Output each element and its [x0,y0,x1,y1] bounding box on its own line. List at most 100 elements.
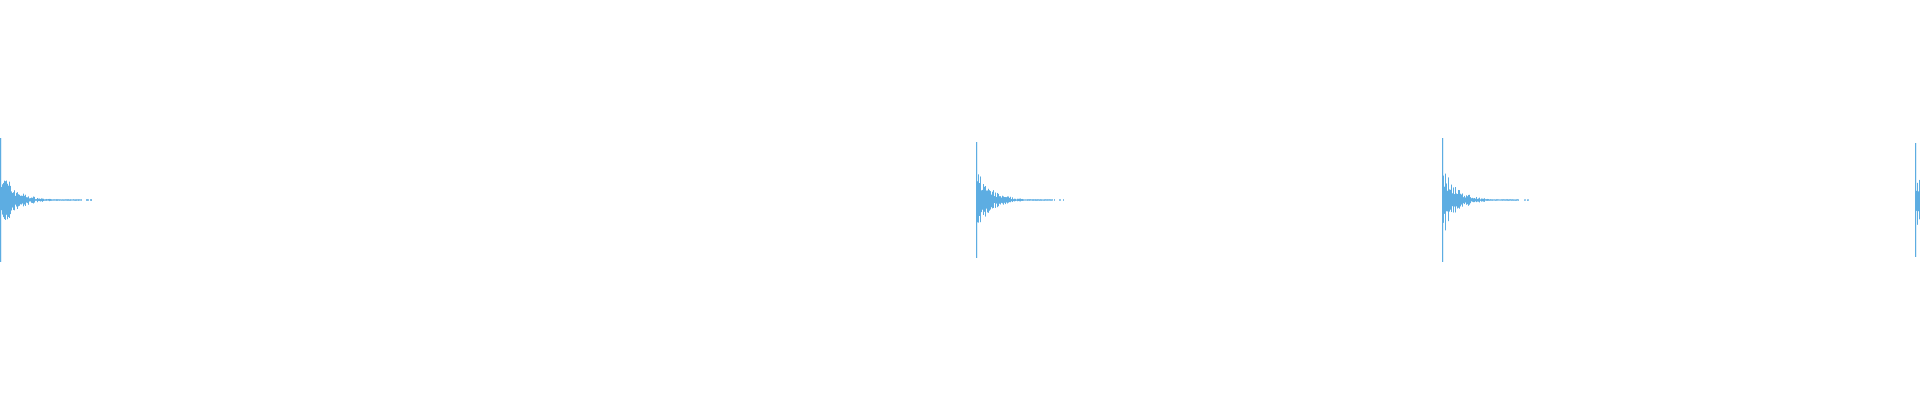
waveform-sample [991,194,992,208]
waveform-sample [1467,196,1468,205]
waveform-sample [87,199,88,201]
waveform-sample [41,198,42,202]
waveform-sample [36,199,37,201]
waveform-sample [1501,199,1502,201]
waveform-sample [1454,194,1455,207]
waveform-sample [52,199,53,201]
waveform-sample [1477,198,1478,202]
waveform-sample [42,198,43,202]
waveform-sample [984,186,985,212]
waveform-sample [69,199,70,201]
waveform-sample [1013,199,1014,202]
waveform-sample [1040,199,1041,201]
waveform-sample [997,192,998,208]
waveform-sample [1455,187,1456,213]
waveform-sample [1444,186,1445,214]
waveform-sample [1031,199,1032,201]
waveform-sample [1524,199,1525,201]
waveform-sample [1473,198,1474,203]
waveform-sample [17,192,18,210]
waveform-sample [26,197,27,203]
waveform-sample [18,194,19,207]
waveform-sample [71,199,72,201]
waveform-sample [31,197,32,203]
waveform-sample [34,196,35,203]
waveform-sample [46,198,47,201]
waveform-sample [33,196,34,204]
waveform-sample [1060,199,1061,201]
waveform-sample [1509,199,1510,201]
waveform-onset-spike [0,138,2,262]
waveform-sample [27,197,28,204]
waveform-sample [1448,177,1449,222]
waveform-sample [61,199,62,201]
waveform-sample [1465,197,1466,203]
waveform-sample [1508,199,1509,201]
waveform-sample [1017,198,1018,202]
waveform-sample [1503,199,1504,201]
waveform-sample [1447,190,1448,212]
waveform-sample [1505,199,1506,201]
waveform-sample [86,199,87,201]
waveform-sample [73,199,74,201]
waveform-sample [1059,199,1060,201]
waveform-sample [1461,194,1462,205]
waveform-sample [1458,189,1459,208]
waveform-sample [1014,198,1015,202]
waveform-sample [1001,197,1002,203]
waveform-sample [19,194,20,206]
waveform-sample [1008,196,1009,203]
waveform-sample [77,199,78,201]
waveform-sample [1484,198,1485,202]
waveform-sample [6,180,7,215]
waveform-sample [11,191,12,211]
waveform-sample [1029,199,1030,201]
waveform-sample [1466,195,1467,205]
waveform-sample [7,183,8,220]
waveform-sample [1063,199,1064,201]
waveform-sample [990,191,991,210]
waveform-sample [1033,199,1034,201]
waveform-sample [1038,199,1039,201]
waveform-sample [982,189,983,210]
waveform-sample [74,199,75,201]
waveform-sample [1511,199,1512,201]
waveform-sample [60,199,61,201]
waveform-sample [13,192,14,210]
waveform-sample [79,199,80,201]
waveform-sample [1009,197,1010,203]
waveform-sample [62,199,63,201]
waveform-sample [40,198,41,202]
waveform-sample [1003,196,1004,205]
waveform-burst [1915,143,1920,257]
waveform-sample [32,197,33,203]
waveform-sample [45,199,46,201]
waveform-sample [90,199,91,201]
waveform-sample [1005,197,1006,205]
waveform-sample [1476,196,1477,203]
waveform-sample [1035,199,1036,201]
waveform-sample [1462,193,1463,207]
waveform-sample [29,198,30,202]
waveform-burst [1442,138,1529,262]
waveform-sample [1443,175,1444,223]
waveform-sample [1043,199,1044,201]
waveform-sample [1023,199,1024,201]
waveform-sample [1495,199,1496,201]
waveform-sample [1032,199,1033,201]
waveform-sample [1479,197,1480,203]
waveform-onset-spike [976,142,978,258]
waveform-sample [58,199,59,201]
waveform-sample [70,199,71,201]
waveform-sample [999,196,1000,204]
waveform-sample [2,184,3,215]
waveform-sample [1024,199,1025,201]
waveform-sample [1513,199,1514,201]
waveform-sample [72,199,73,201]
waveform-sample [12,192,13,208]
waveform-sample [1453,187,1454,213]
waveform-sample [1471,198,1472,202]
waveform-sample [35,199,36,201]
waveform-sample [1510,199,1511,201]
waveform-sample [1487,198,1488,201]
